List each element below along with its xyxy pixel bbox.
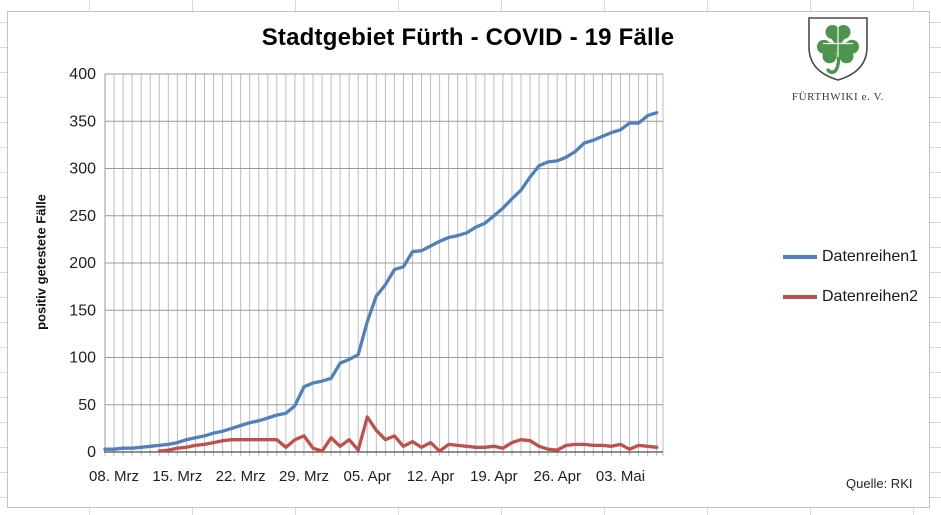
svg-text:250: 250 (69, 208, 96, 225)
legend-label: Datenreihen1 (822, 248, 919, 265)
svg-text:400: 400 (69, 66, 96, 83)
covid-line-chart: 0 50 100 150 200 250 300 350 400 08. Mrz 15. Mrz 22… (69, 66, 664, 485)
legend-label: Datenreihen2 (822, 288, 919, 305)
chart-legend: Datenreihen1 Datenreihen2 (783, 248, 918, 328)
fuerthwiki-logo: FÜRTHWIKI e. V. (788, 15, 888, 103)
svg-text:200: 200 (69, 255, 96, 272)
svg-text:29. Mrz: 29. Mrz (279, 468, 329, 485)
svg-text:12. Apr: 12. Apr (407, 468, 455, 485)
series2-line-swatch (783, 295, 817, 299)
legend-entry-datenreihen2: Datenreihen2 (783, 288, 918, 306)
svg-text:300: 300 (69, 161, 96, 178)
svg-text:15. Mrz: 15. Mrz (152, 468, 202, 485)
legend-entry-datenreihen1: Datenreihen1 (783, 248, 918, 266)
svg-text:26. Apr: 26. Apr (533, 468, 581, 485)
svg-text:03. Mai: 03. Mai (596, 468, 645, 485)
svg-text:150: 150 (69, 302, 96, 319)
chart-object (7, 11, 930, 508)
svg-text:100: 100 (69, 350, 96, 367)
svg-text:05. Apr: 05. Apr (343, 468, 391, 485)
logo-org-name: FÜRTHWIKI e. V. (791, 91, 885, 103)
cloverleaf-shield-icon (808, 17, 868, 81)
svg-text:0: 0 (87, 444, 96, 461)
svg-text:50: 50 (78, 397, 96, 414)
series-line-datenreihen2 (157, 415, 659, 453)
svg-text:22. Mrz: 22. Mrz (216, 468, 266, 485)
series1-line-swatch (783, 255, 817, 259)
series-line-datenreihen1 (103, 111, 659, 451)
svg-text:350: 350 (69, 113, 96, 130)
chart-title: Stadtgebiet Fürth - COVID - 19 Fälle (261, 24, 675, 51)
source-note: Quelle: RKI (846, 476, 913, 491)
svg-text:08. Mrz: 08. Mrz (89, 468, 139, 485)
svg-text:19. Apr: 19. Apr (470, 468, 518, 485)
